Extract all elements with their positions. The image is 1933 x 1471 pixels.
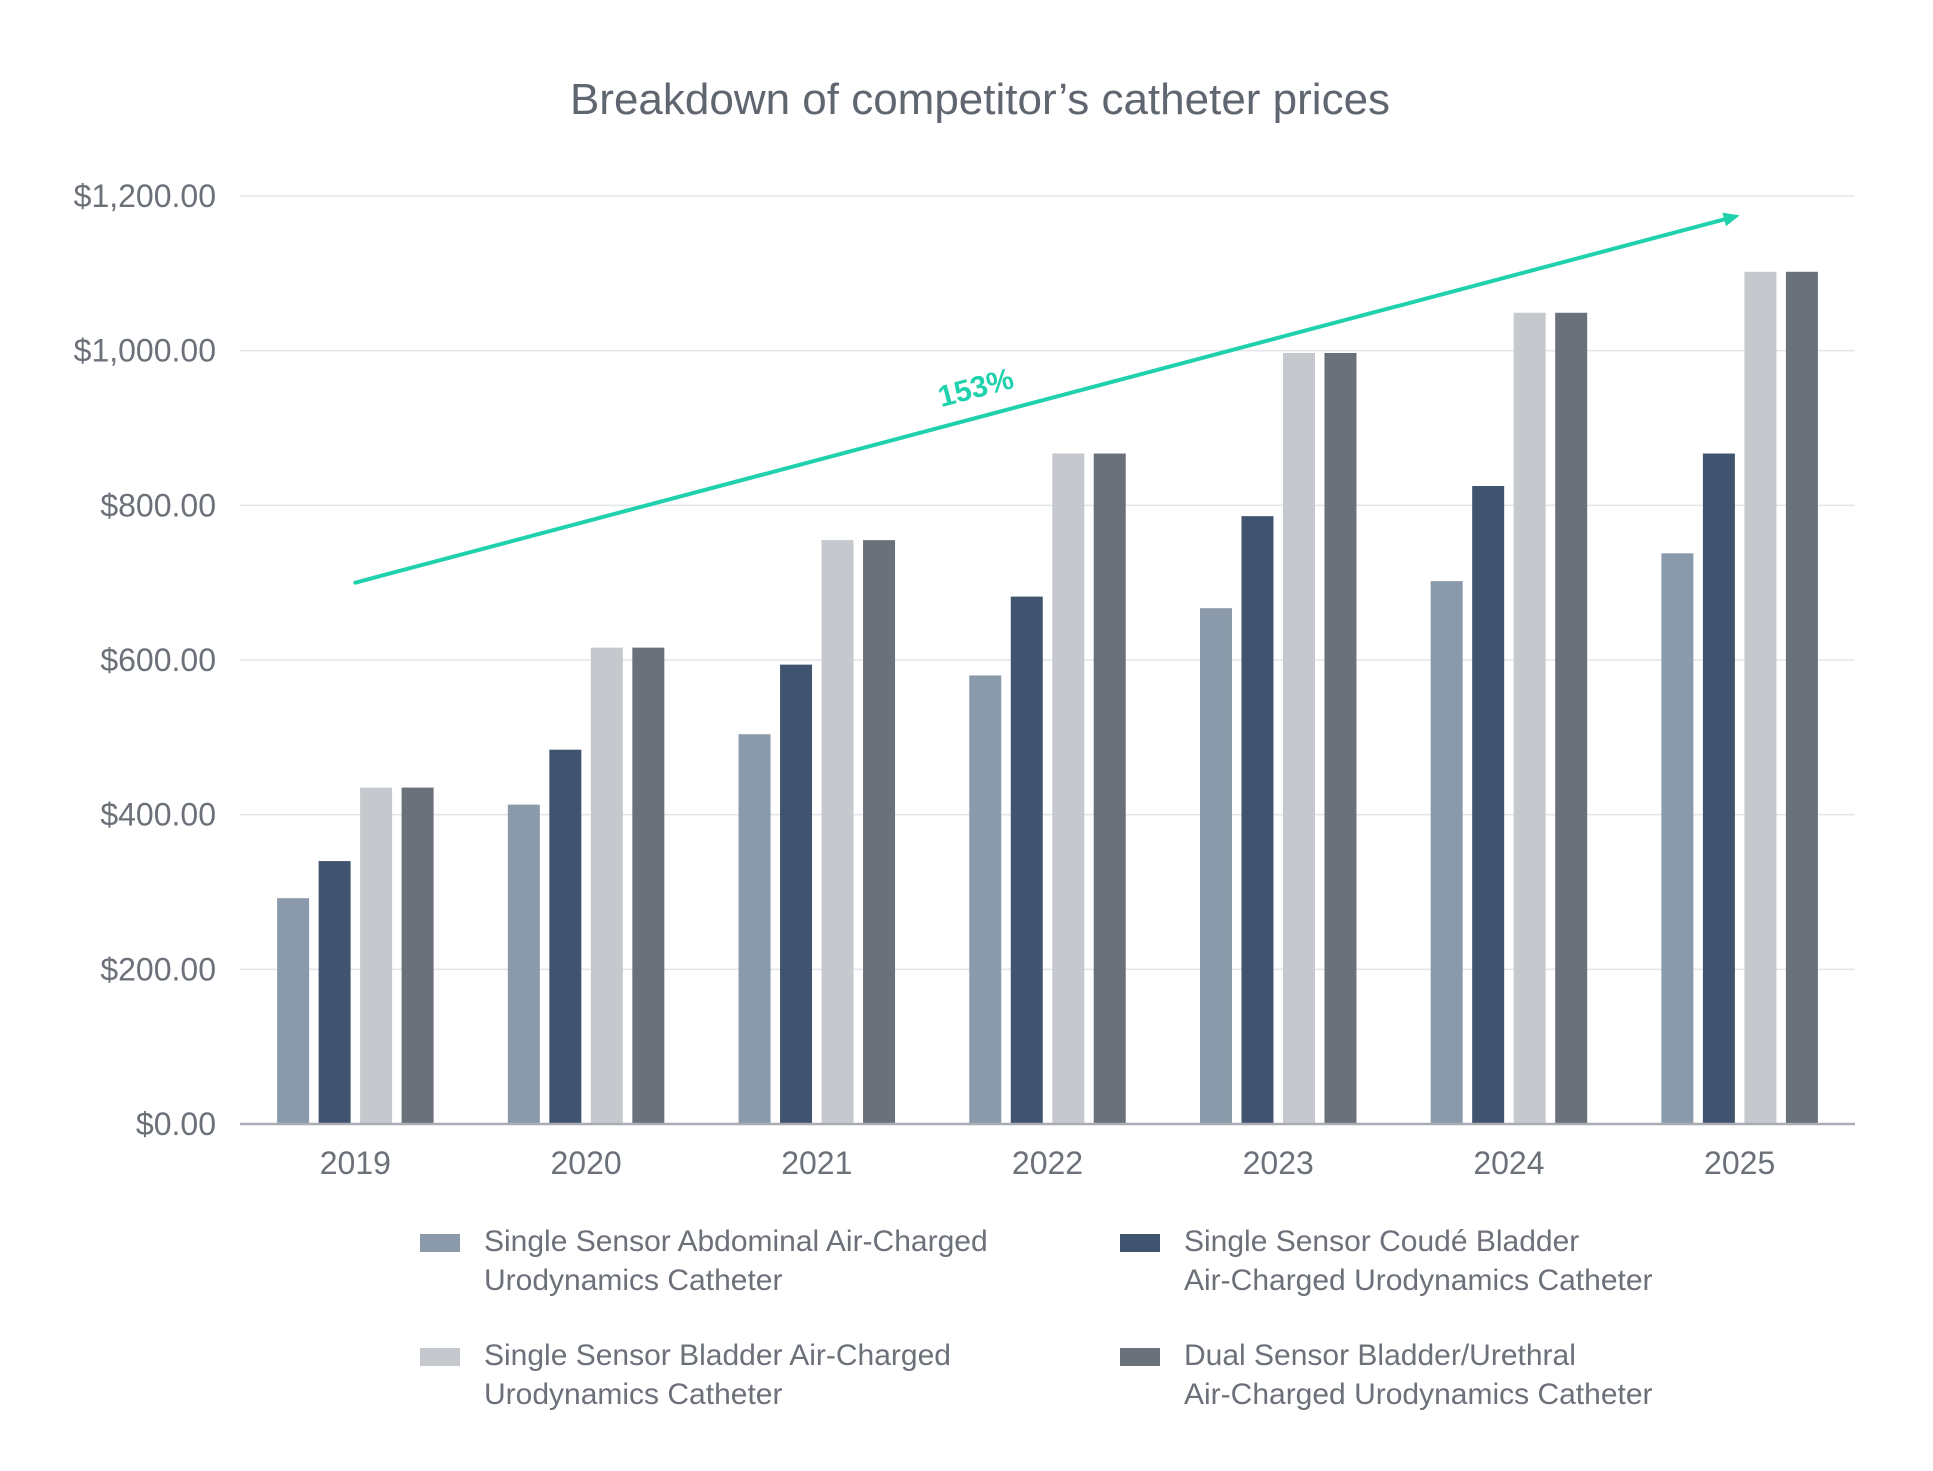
chart-title: Breakdown of competitor’s catheter price…	[570, 75, 1390, 124]
y-tick-label: $600.00	[100, 642, 216, 678]
x-tick-label: 2025	[1704, 1145, 1775, 1181]
bar	[1702, 453, 1735, 1124]
bar	[780, 664, 813, 1124]
legend-swatch	[1120, 1348, 1160, 1366]
bar	[1241, 516, 1274, 1124]
x-tick-label: 2021	[781, 1145, 852, 1181]
legend-swatch	[420, 1348, 460, 1366]
bar	[1010, 596, 1043, 1124]
y-tick-label: $800.00	[100, 487, 216, 523]
bar	[318, 861, 351, 1124]
bar	[1199, 608, 1232, 1124]
legend-item: Single Sensor Abdominal Air-Charged Urod…	[420, 1222, 1120, 1300]
y-tick-label: $1,200.00	[74, 178, 216, 214]
y-axis-ticks: $0.00 $200.00 $400.00 $600.00 $800.00 $1,000.…	[74, 178, 216, 1142]
bar	[1472, 486, 1505, 1124]
legend: Single Sensor Abdominal Air-Charged Urod…	[420, 1222, 1720, 1414]
legend-label: Single Sensor Coudé Bladder Air-Charged …	[1184, 1225, 1653, 1297]
bar	[1661, 553, 1694, 1124]
x-tick-label: 2023	[1243, 1145, 1314, 1181]
bar	[969, 675, 1002, 1124]
bar	[1324, 352, 1357, 1124]
legend-label: Single Sensor Abdominal Air-Charged Urod…	[484, 1225, 988, 1297]
y-tick-label: $400.00	[100, 797, 216, 833]
gridlines	[240, 195, 1855, 971]
x-tick-label: 2019	[320, 1145, 391, 1181]
bar	[1282, 352, 1315, 1124]
legend-label: Single Sensor Bladder Air-Charged Urodyn…	[484, 1339, 951, 1411]
bar	[1093, 453, 1126, 1124]
legend-swatch	[420, 1234, 460, 1252]
trend-annotation-label: 153%	[935, 362, 1018, 414]
bar	[401, 787, 434, 1124]
x-tick-label: 2024	[1473, 1145, 1544, 1181]
y-tick-label: $200.00	[100, 951, 216, 987]
bar	[277, 898, 310, 1124]
trend-arrow-head	[1722, 212, 1740, 227]
x-tick-label: 2020	[550, 1145, 621, 1181]
bar	[821, 540, 854, 1124]
legend-label: Dual Sensor Bladder/Urethral Air-Charged…	[1184, 1339, 1653, 1411]
bar	[590, 647, 623, 1124]
bar	[1430, 581, 1463, 1124]
x-tick-label: 2022	[1012, 1145, 1083, 1181]
bars	[277, 271, 1818, 1125]
bar	[360, 787, 393, 1124]
y-tick-label: $1,000.00	[74, 333, 216, 369]
legend-item: Single Sensor Coudé Bladder Air-Charged …	[1120, 1222, 1720, 1300]
bar	[632, 647, 665, 1124]
bar	[549, 749, 582, 1124]
bar	[1052, 453, 1085, 1124]
y-tick-label: $0.00	[136, 1106, 216, 1142]
trend-arrow-line	[353, 215, 1733, 585]
bar	[1555, 312, 1588, 1125]
bar	[1744, 271, 1777, 1125]
x-axis-ticks: 2019 2020 2021 2022 2023 2024 2025	[320, 1145, 1775, 1181]
bar	[1513, 312, 1546, 1125]
bar	[1785, 271, 1818, 1125]
bar	[507, 804, 540, 1124]
legend-item: Single Sensor Bladder Air-Charged Urodyn…	[420, 1336, 1120, 1414]
bar	[863, 540, 896, 1124]
legend-swatch	[1120, 1234, 1160, 1252]
bar	[738, 734, 771, 1124]
legend-item: Dual Sensor Bladder/Urethral Air-Charged…	[1120, 1336, 1720, 1414]
